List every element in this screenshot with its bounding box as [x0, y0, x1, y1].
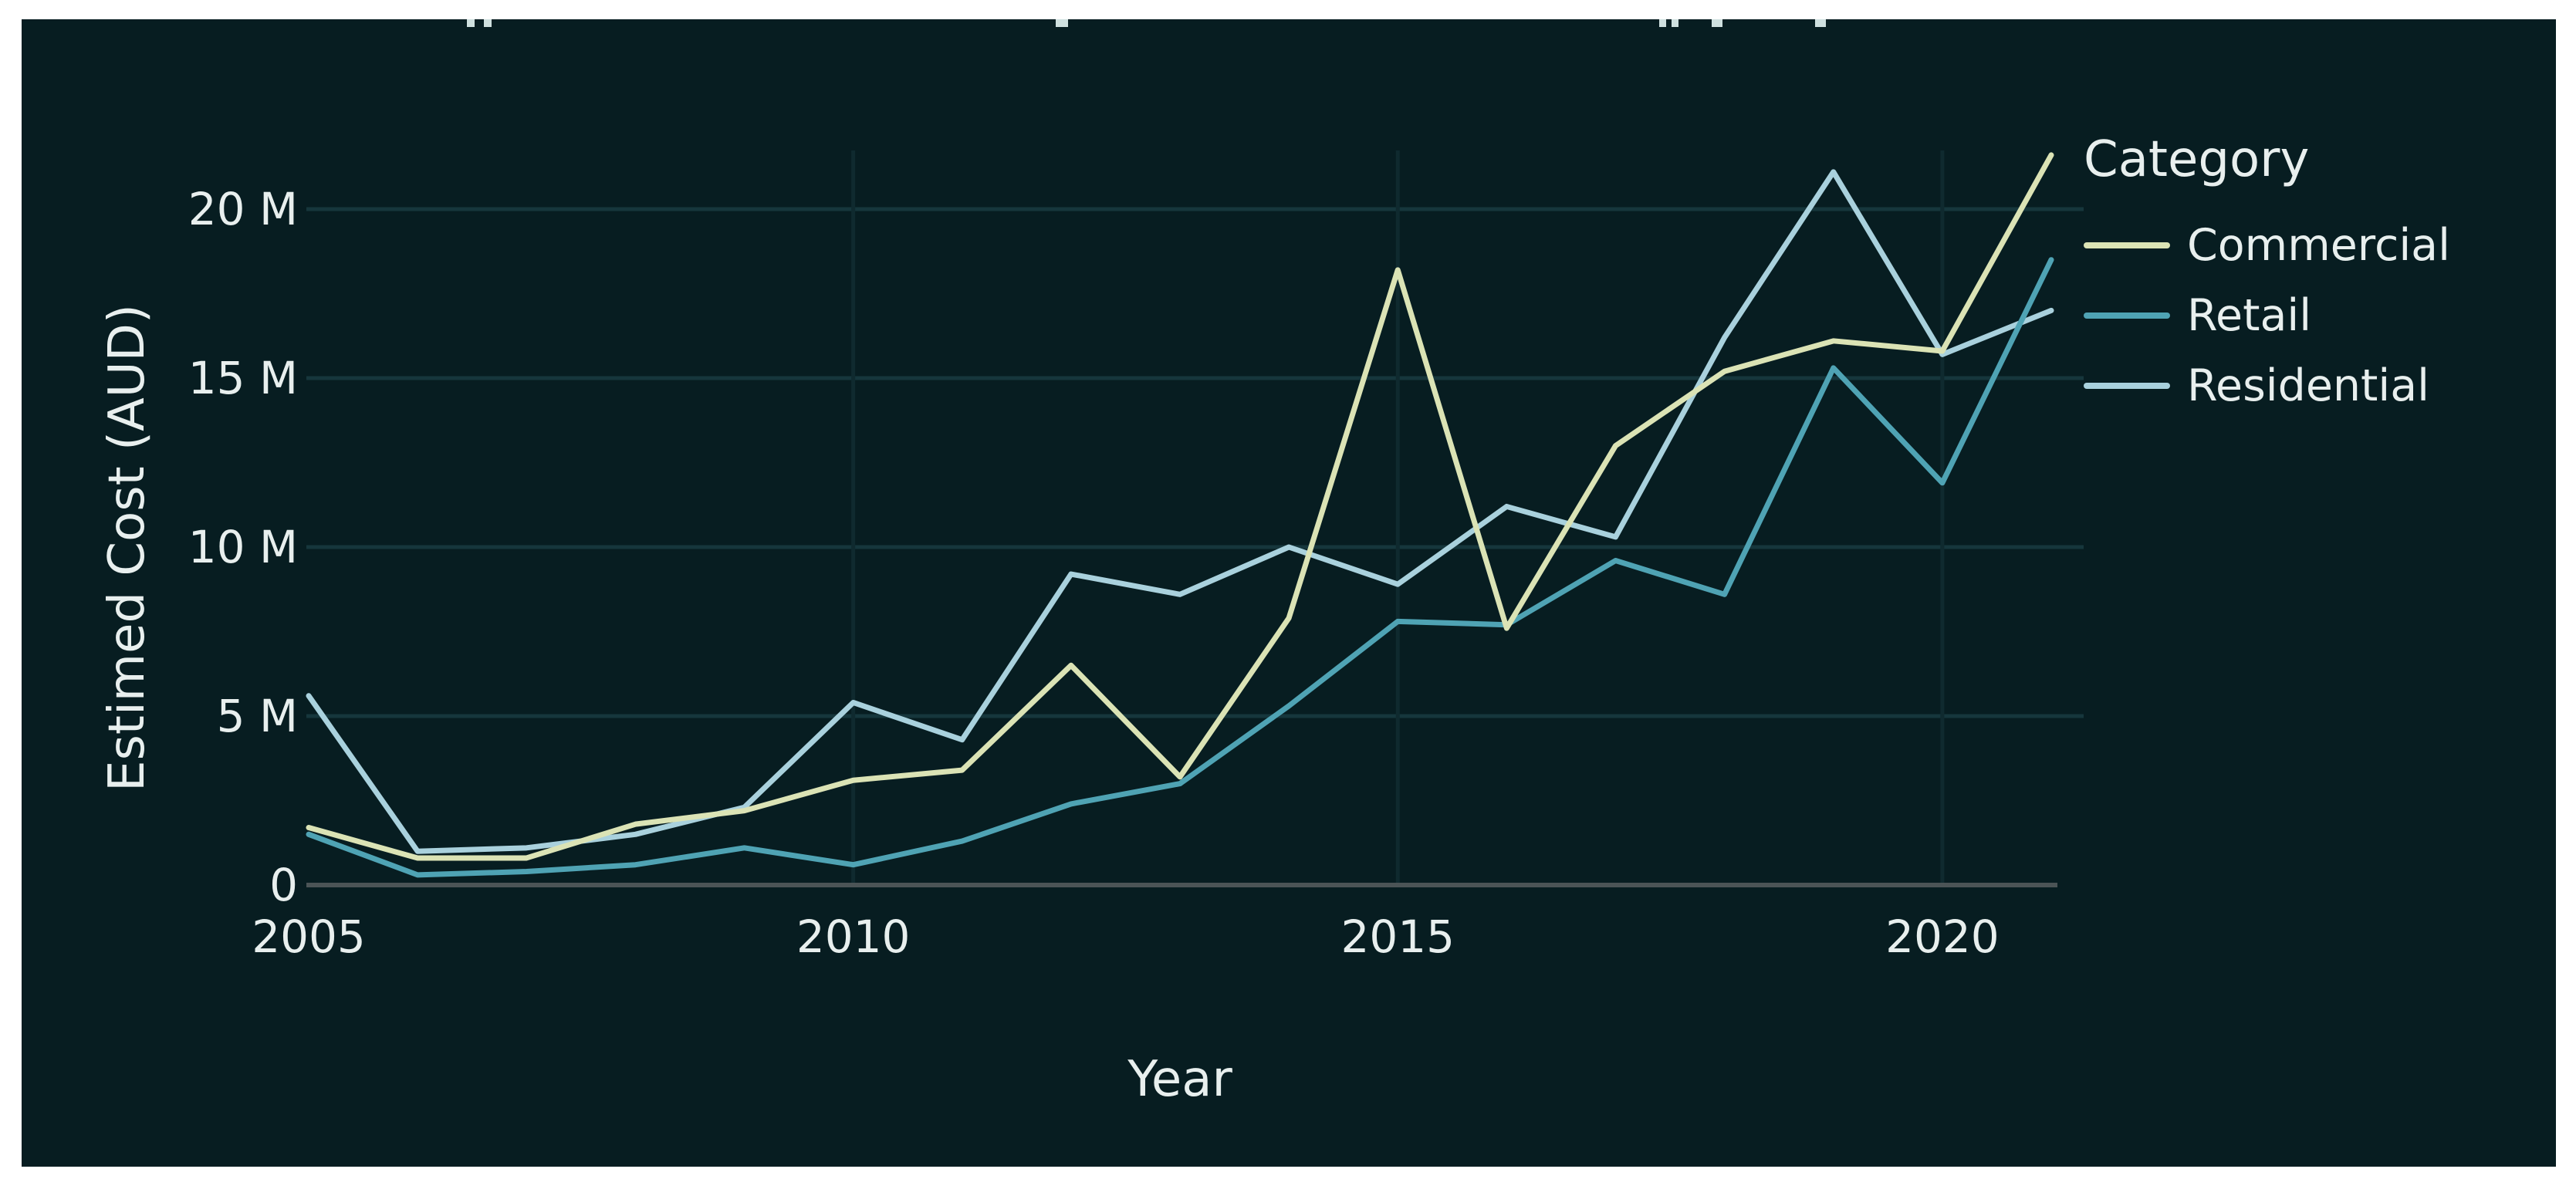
legend-item-label: Commercial [2187, 219, 2450, 271]
x-tick-label: 2015 [1340, 911, 1455, 963]
clipped-title-fragment [1815, 19, 1826, 27]
y-tick-label: 20 M [188, 183, 298, 235]
clipped-title-fragment [467, 19, 475, 27]
y-axis-title: Estimed Cost (AUD) [99, 304, 156, 792]
clipped-title-fragment [1712, 19, 1722, 27]
legend-item-commercial[interactable]: Commercial [2084, 210, 2450, 280]
legend-item-label: Residential [2187, 360, 2429, 411]
commercial-series-line [306, 152, 2054, 861]
retail-series-line [306, 257, 2054, 878]
y-tick-label: 10 M [188, 521, 298, 573]
y-tick-label: 15 M [188, 352, 298, 404]
y-tick-label: 0 [269, 859, 298, 911]
residential-series-line [306, 169, 2054, 854]
clipped-title-fragment [1672, 19, 1678, 27]
x-axis-title: Year [1127, 1051, 1232, 1108]
legend: Category Commercial Retail Residential [2084, 131, 2450, 421]
clipped-title-fragment [484, 19, 492, 27]
legend-item-residential[interactable]: Residential [2084, 350, 2450, 421]
legend-item-retail[interactable]: Retail [2084, 280, 2450, 350]
x-tick-label: 2005 [252, 911, 366, 963]
x-tick-label: 2020 [1885, 911, 2000, 963]
commercial-line-swatch-icon [2084, 242, 2170, 248]
legend-item-label: Retail [2187, 289, 2312, 341]
x-tick-label: 2010 [796, 911, 911, 963]
clipped-title-fragment [1659, 19, 1666, 27]
residential-line-swatch-icon [2084, 382, 2170, 389]
legend-title: Category [2084, 131, 2310, 188]
y-tick-label: 5 M [216, 690, 298, 742]
clipped-title-fragment [1056, 19, 1068, 27]
retail-line-swatch-icon [2084, 312, 2170, 319]
